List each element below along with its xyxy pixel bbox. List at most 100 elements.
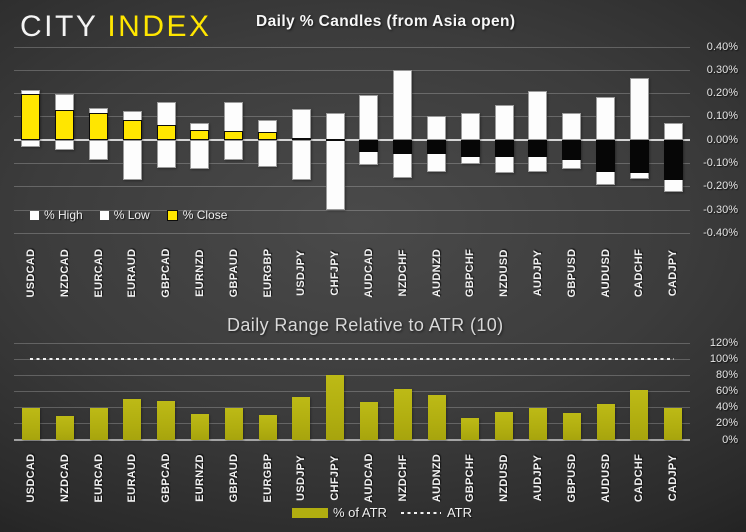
candles-y-tick-label: 0.00% bbox=[706, 133, 738, 146]
gridline bbox=[14, 46, 690, 48]
atr-chart-title: Daily Range Relative to ATR (10) bbox=[227, 315, 504, 335]
atr-y-tick-label: 0% bbox=[722, 433, 738, 446]
atr-category-label: EURAUD bbox=[126, 453, 139, 503]
candle-high-bar bbox=[427, 115, 446, 141]
legend-label: ATR bbox=[446, 505, 472, 520]
city-index-logo: CITY INDEX bbox=[20, 10, 212, 44]
candle-close-bar bbox=[291, 137, 311, 141]
candle-close-bar bbox=[393, 140, 413, 155]
candles-category-label: CADCHF bbox=[633, 248, 646, 298]
gridline bbox=[14, 233, 690, 234]
legend-item-low: % Low bbox=[99, 208, 150, 222]
atr-bar bbox=[157, 401, 176, 440]
candle-close-bar bbox=[258, 132, 277, 141]
legend-olive-swatch-icon bbox=[292, 507, 328, 518]
legend-label: % High bbox=[44, 208, 83, 222]
candles-category-label: USDJPY bbox=[295, 250, 308, 296]
candle-close-bar bbox=[325, 139, 345, 142]
atr-category-label: EURGBP bbox=[261, 453, 274, 503]
atr-bar bbox=[89, 408, 108, 440]
candles-category-label: NZDCAD bbox=[58, 248, 71, 298]
atr-category-label: CADJPY bbox=[667, 454, 680, 502]
candle-low-bar bbox=[21, 140, 41, 148]
candle-low-bar bbox=[55, 140, 75, 150]
candle-close-bar bbox=[427, 140, 446, 155]
candle-high-bar bbox=[291, 108, 311, 141]
gridline bbox=[14, 93, 690, 95]
atr-category-label: AUDUSD bbox=[599, 453, 612, 503]
candle-close-bar bbox=[596, 140, 615, 172]
atr-category-label: EURCAD bbox=[92, 453, 105, 503]
legend-item-pct-of-atr: % of ATR bbox=[292, 505, 387, 520]
candle-close-bar bbox=[629, 140, 649, 173]
atr-category-label: USDCAD bbox=[24, 453, 37, 503]
candles-y-tick-label: 0.10% bbox=[706, 110, 738, 123]
candles-category-label: AUDUSD bbox=[599, 248, 612, 298]
candles-y-tick-label: -0.10% bbox=[703, 157, 738, 170]
atr-bar bbox=[190, 414, 209, 440]
gridline bbox=[14, 116, 690, 118]
candle-high-bar bbox=[596, 97, 615, 141]
atr-y-tick-label: 120% bbox=[709, 336, 738, 349]
atr-bar bbox=[596, 403, 615, 440]
legend-swatch-icon bbox=[99, 210, 109, 220]
candles-category-label: CHFJPY bbox=[329, 250, 342, 296]
candle-close-bar bbox=[190, 129, 210, 141]
atr-category-label: AUDNZD bbox=[430, 453, 443, 503]
candle-close-bar bbox=[55, 109, 75, 141]
candles-y-tick-label: 0.20% bbox=[706, 87, 738, 100]
candles-category-label: AUDCAD bbox=[362, 248, 375, 298]
baseline bbox=[14, 439, 690, 441]
candles-y-tick-label: -0.20% bbox=[703, 180, 738, 193]
atr-bar bbox=[630, 389, 649, 440]
legend-dotted-line-icon bbox=[400, 511, 441, 514]
atr-category-label: GBPCHF bbox=[464, 453, 477, 503]
legend-label: % Low bbox=[113, 208, 150, 222]
candle-high-bar bbox=[359, 94, 379, 141]
atr-bar bbox=[528, 407, 547, 440]
atr-bar bbox=[427, 394, 446, 440]
candle-close-bar bbox=[224, 130, 244, 141]
atr-y-tick-label: 100% bbox=[709, 352, 738, 365]
candle-close-bar bbox=[156, 125, 176, 141]
candle-low-bar bbox=[224, 140, 244, 161]
candle-low-bar bbox=[190, 140, 210, 170]
candle-high-bar bbox=[562, 113, 582, 141]
candle-high-bar bbox=[393, 70, 413, 141]
legend-swatch-icon bbox=[30, 210, 39, 220]
atr-bar bbox=[123, 398, 142, 440]
candles-category-label: EURGBP bbox=[261, 248, 274, 298]
candle-low-bar bbox=[291, 140, 311, 180]
candle-high-bar bbox=[460, 113, 480, 141]
candles-category-label: CADJPY bbox=[667, 249, 680, 297]
gridline bbox=[14, 186, 690, 188]
candles-category-label: NZDUSD bbox=[498, 249, 511, 297]
legend-item-atr: ATR bbox=[400, 505, 472, 520]
candle-close-bar bbox=[89, 113, 108, 141]
candles-category-label: EURCAD bbox=[92, 248, 105, 298]
gridline bbox=[14, 342, 690, 344]
gridline bbox=[14, 374, 690, 376]
legend-label: % Close bbox=[182, 208, 228, 222]
atr-y-tick-label: 80% bbox=[715, 368, 738, 381]
atr-y-tick-label: 40% bbox=[715, 401, 738, 414]
candles-category-label: EURAUD bbox=[126, 248, 139, 298]
gridline bbox=[14, 391, 690, 392]
atr-bar bbox=[495, 411, 514, 440]
atr-category-label: AUDCAD bbox=[362, 453, 375, 503]
candles-y-tick-label: 0.40% bbox=[706, 40, 738, 53]
legend-label: % of ATR bbox=[333, 505, 387, 520]
atr-category-label: USDJPY bbox=[295, 455, 308, 501]
legend-item-high: % High bbox=[30, 208, 83, 222]
candle-close-bar bbox=[460, 140, 480, 157]
atr-bar bbox=[359, 402, 378, 440]
gridline bbox=[14, 407, 690, 409]
candles-y-tick-label: -0.40% bbox=[703, 227, 738, 239]
candle-high-bar bbox=[528, 91, 548, 141]
candle-high-bar bbox=[325, 113, 345, 141]
candle-close-bar bbox=[21, 93, 41, 141]
candle-high-bar bbox=[494, 105, 514, 141]
atr-bar bbox=[326, 375, 345, 440]
atr-category-label: AUDJPY bbox=[531, 454, 544, 502]
